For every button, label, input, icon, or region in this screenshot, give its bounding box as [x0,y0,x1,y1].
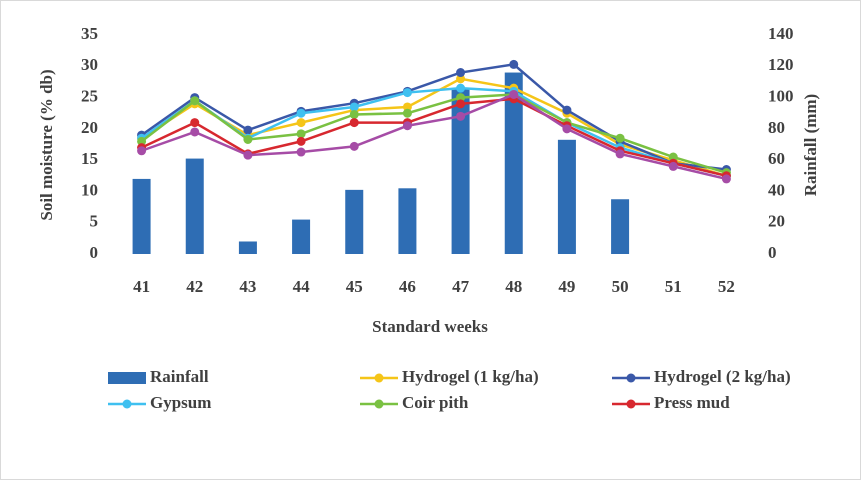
marker [615,149,625,159]
marker [296,129,306,139]
legend-label: Coir pith [402,393,469,412]
marker [349,109,359,119]
y-tick-label: 0 [90,243,99,262]
line [140,93,727,174]
x-tick-label: 50 [612,277,629,296]
y2-tick-label: 140 [768,24,794,43]
bar [557,139,576,254]
line [140,77,727,177]
marker [137,146,147,156]
x-tick-label: 42 [186,277,203,296]
marker [190,96,200,106]
marker [243,134,253,144]
marker [456,74,466,84]
y2-tick-label: 80 [768,118,785,137]
y-tick-label: 5 [90,212,99,231]
marker [243,125,253,135]
marker [509,59,519,69]
marker [402,108,412,118]
y2-tick-label: 100 [768,86,794,105]
marker [190,118,200,128]
line [140,63,727,171]
y-axis-label: Soil moisture (% db) [37,69,56,220]
y2-tick-label: 40 [768,180,785,199]
x-axis-label: Standard weeks [372,317,488,336]
marker [402,121,412,131]
y2-tick-label: 60 [768,149,785,168]
x-tick-label: 44 [293,277,311,296]
bar [345,189,364,254]
legend-swatch [626,373,636,383]
bar [504,72,523,255]
legend-swatch [374,399,384,409]
marker [668,152,678,162]
x-tick-label: 51 [665,277,682,296]
bar [292,219,311,254]
legend-label: Rainfall [150,367,209,386]
marker [456,111,466,121]
y-tick-label: 10 [81,180,98,199]
legend-label: Gypsum [150,393,211,412]
marker [456,93,466,103]
marker [721,174,731,184]
marker [402,88,412,98]
legend-label: Hydrogel (2 kg/ha) [654,367,791,386]
bar [132,178,151,254]
x-tick-label: 41 [133,277,150,296]
marker [456,68,466,78]
legend-label: Hydrogel (1 kg/ha) [402,367,539,386]
marker [668,161,678,171]
bar [185,158,204,254]
x-tick-label: 52 [718,277,735,296]
legend-label: Press mud [654,393,730,412]
x-tick-label: 49 [558,277,575,296]
marker [190,127,200,137]
marker [456,99,466,109]
line [141,97,727,178]
x-tick-label: 47 [452,277,470,296]
y2-axis-label: Rainfall (mm) [801,94,820,196]
line [141,93,727,181]
marker [296,118,306,128]
x-tick-label: 48 [505,277,522,296]
bar [611,199,630,254]
marker [456,83,466,93]
legend-swatch [122,399,132,409]
legend-swatch [374,373,384,383]
marker [296,108,306,118]
marker [243,150,253,160]
marker [137,136,147,146]
x-tick-label: 43 [239,277,256,296]
legend-swatch [108,372,146,384]
marker [509,89,519,99]
marker [615,133,625,143]
bar [238,241,257,254]
marker [296,136,306,146]
y-tick-label: 25 [81,86,98,105]
marker [562,124,572,134]
marker [349,141,359,151]
y-tick-label: 20 [81,118,98,137]
marker [349,102,359,112]
bar [451,88,470,254]
bar [398,188,417,254]
y-tick-label: 15 [81,149,98,168]
y2-tick-label: 20 [768,212,785,231]
marker [349,118,359,128]
x-tick-label: 45 [346,277,363,296]
marker [402,102,412,112]
y2-tick-label: 0 [768,243,777,262]
legend-swatch [626,399,636,409]
y-tick-label: 35 [81,24,98,43]
y2-tick-label: 120 [768,55,794,74]
y-tick-label: 30 [81,55,98,74]
marker [296,147,306,157]
x-tick-label: 46 [399,277,416,296]
marker [562,105,572,115]
